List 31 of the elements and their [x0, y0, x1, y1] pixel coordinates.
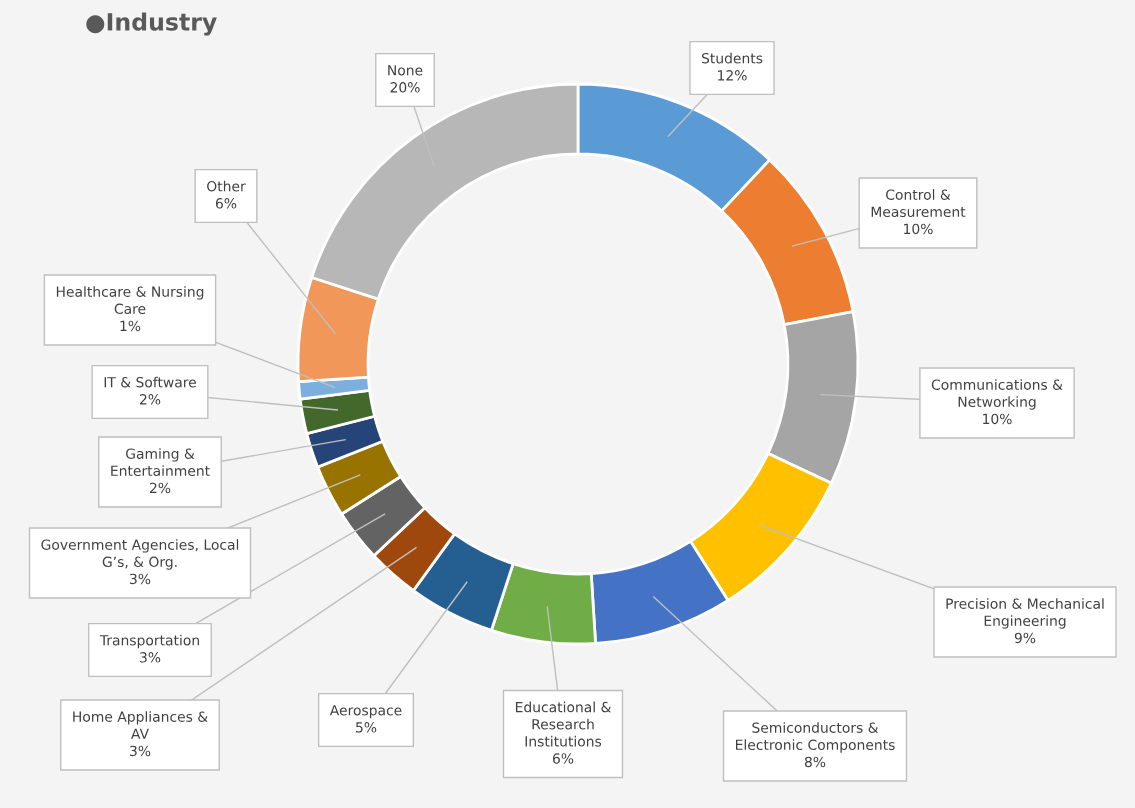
slice-label: Other [207, 180, 246, 192]
data-label: 12% [718, 70, 747, 81]
data-label: 2% [150, 482, 171, 494]
slice-label: Educational & Research Institutions [515, 701, 611, 747]
slice-label: Home Appliances & AV [73, 711, 208, 739]
data-label: 3% [140, 652, 161, 663]
data-label: 3% [130, 745, 151, 757]
slice-label: Aerospace [329, 705, 402, 719]
chart-title: ●Industry [86, 12, 217, 36]
slice-label: Control & Measurement [871, 189, 966, 218]
data-label: 8% [804, 756, 826, 768]
data-label: 5% [356, 722, 377, 733]
slice-label: Precision & Mechanical Engineering [946, 598, 1104, 629]
data-label: 6% [552, 753, 574, 764]
data-label: 20% [390, 82, 420, 93]
data-label: 10% [983, 413, 1012, 425]
slice-label: Healthcare & Nursing Care [56, 286, 204, 315]
slice-label: IT & Software [104, 376, 196, 388]
data-label: 2% [140, 394, 161, 405]
slice-label: Gaming & Entertainment [111, 448, 210, 477]
data-label: 6% [215, 198, 237, 209]
data-label: 3% [130, 573, 151, 585]
data-label: 10% [904, 223, 933, 235]
data-label: 9% [1014, 632, 1036, 644]
slice-label: Government Agencies, Local G’s, & Org. [41, 539, 239, 570]
data-label: 1% [120, 320, 141, 332]
slice-label: Transportation [99, 634, 199, 649]
slice-label: Students [701, 52, 763, 64]
slice-label: None [388, 65, 423, 76]
slice-label: Semiconductors & Electronic Components [735, 722, 895, 753]
slice-label: Communications & Networking [931, 379, 1063, 410]
